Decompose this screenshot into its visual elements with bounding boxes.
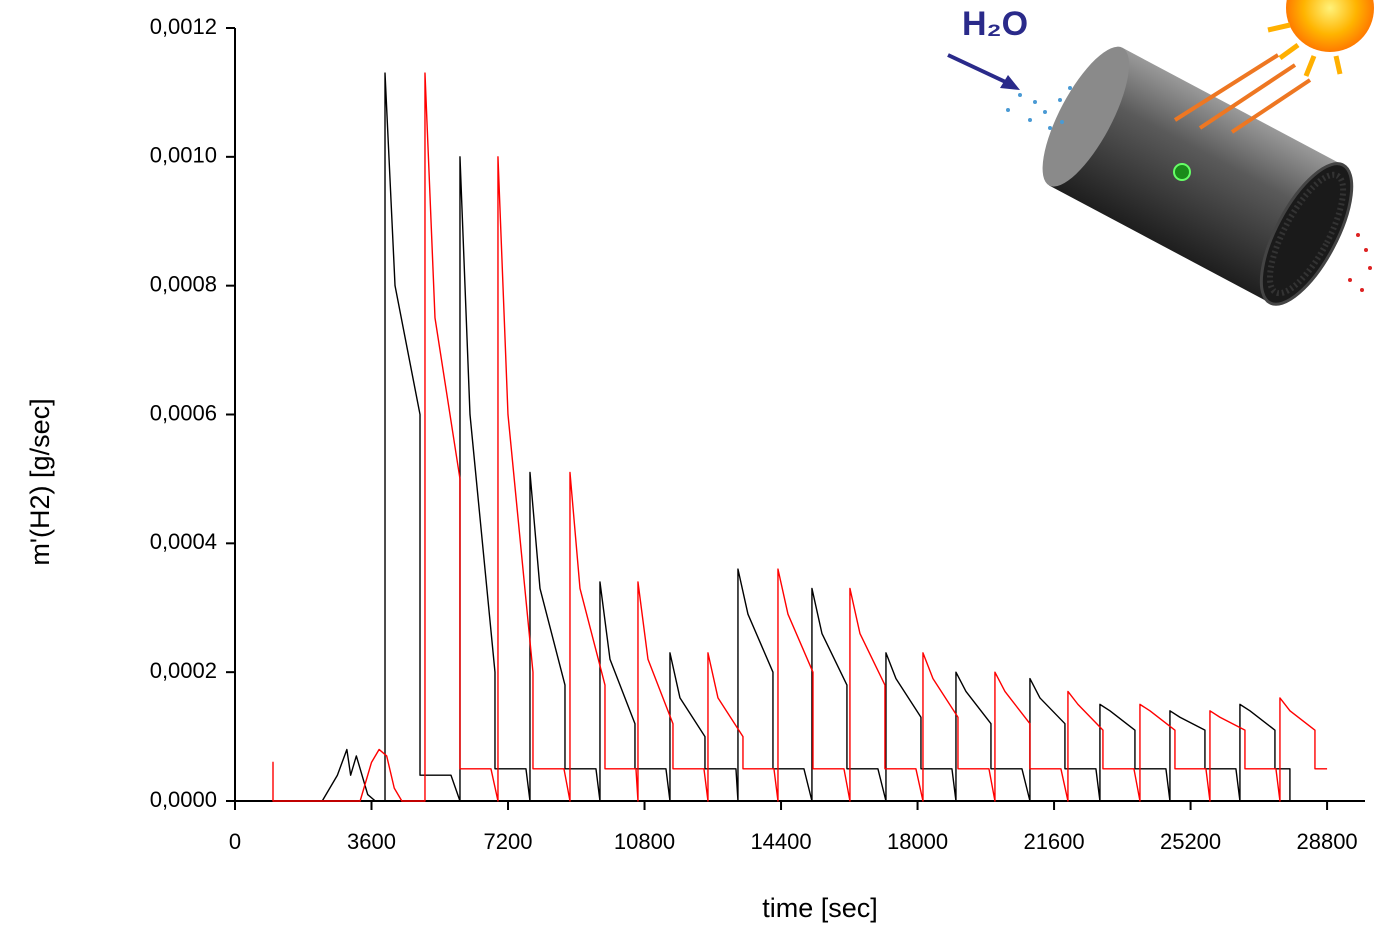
hydrogen-drops: [1348, 233, 1372, 292]
x-tick-label: 10800: [614, 829, 675, 854]
cylinder: [1042, 46, 1354, 306]
y-tick-label: 0,0008: [150, 271, 217, 296]
y-axis-title: m'(H2) [g/sec]: [25, 398, 55, 565]
x-tick-label: 18000: [887, 829, 948, 854]
x-tick-label: 3600: [347, 829, 396, 854]
x-tick-label: 7200: [484, 829, 533, 854]
x-tick-label: 21600: [1023, 829, 1084, 854]
x-tick-label: 14400: [750, 829, 811, 854]
sensor: [1173, 163, 1191, 181]
data-line: [272, 72, 1328, 802]
illustration: H₂O: [947, 0, 1374, 306]
light-arrows: [1173, 53, 1312, 134]
x-tick-label: 25200: [1160, 829, 1221, 854]
annotation: H₂O: [962, 5, 1028, 43]
x-axis-title: time [sec]: [762, 893, 878, 923]
data-line: [321, 72, 1291, 802]
x-tick-label: 0: [229, 829, 241, 854]
y-tick-label: 0,0010: [150, 143, 217, 168]
y-tick-label: 0,0006: [150, 400, 217, 425]
x-tick-label: 28800: [1296, 829, 1357, 854]
y-tick-label: 0,0012: [150, 14, 217, 39]
y-tick-label: 0,0002: [150, 658, 217, 683]
y-tick-label: 0,0000: [150, 787, 217, 812]
y-tick-label: 0,0004: [150, 529, 217, 554]
water-arrow-head: [1000, 75, 1020, 90]
sun: [1286, 0, 1374, 52]
water-drops: [1006, 86, 1072, 130]
sun-rays: [1267, 22, 1343, 77]
water-arrow: [947, 53, 1013, 87]
